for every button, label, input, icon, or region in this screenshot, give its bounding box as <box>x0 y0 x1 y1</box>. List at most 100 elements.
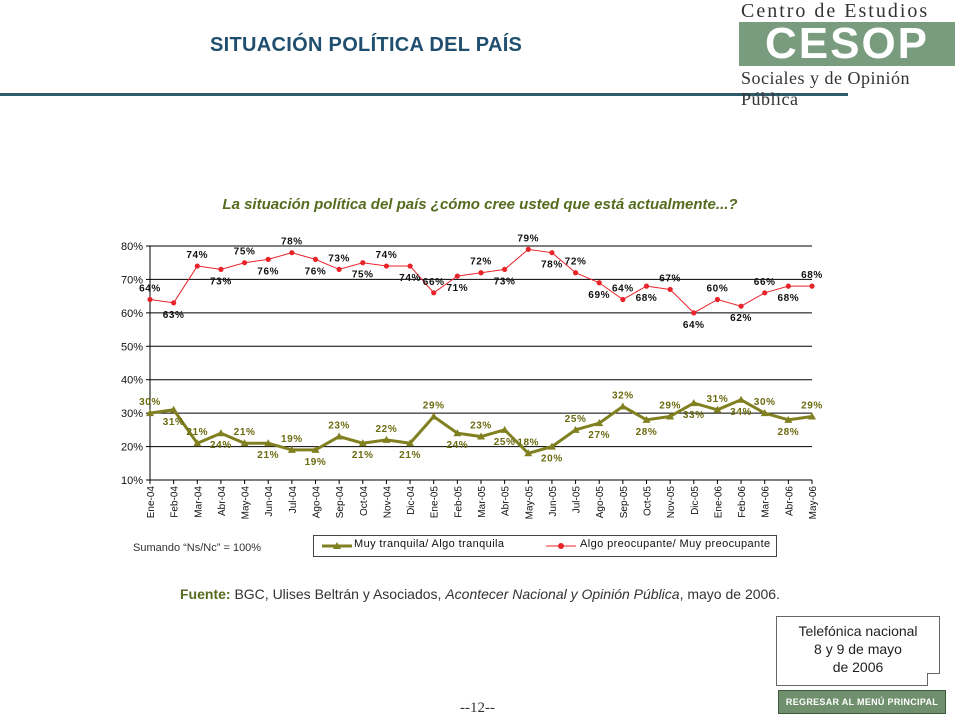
data-point-tranquila <box>287 445 296 453</box>
x-tick-label: Ene-04 <box>146 486 157 519</box>
x-tick-label: Mar-05 <box>477 486 488 518</box>
data-point-preocupante <box>431 290 437 296</box>
source-label: Fuente: <box>180 586 231 602</box>
data-point-tranquila <box>240 439 249 447</box>
x-tick-label: May-05 <box>524 486 535 520</box>
data-label: 74% <box>186 250 208 261</box>
logo-mark: CESOP <box>739 22 955 66</box>
data-point-tranquila <box>571 425 580 433</box>
data-label: 72% <box>470 257 492 268</box>
x-tick-label: Nov-04 <box>382 486 393 519</box>
title-divider <box>0 93 848 96</box>
source-publication: Acontecer Nacional y Opinión Pública <box>445 586 680 602</box>
data-label: 67% <box>659 273 681 284</box>
x-tick-label: Feb-04 <box>170 486 181 518</box>
data-label: 68% <box>777 293 799 304</box>
chart-question: La situación política del país ¿cómo cre… <box>222 196 738 213</box>
data-label: 69% <box>588 290 610 301</box>
data-label: 19% <box>281 434 303 445</box>
page-title: SITUACIÓN POLÍTICA DEL PAÍS <box>210 34 523 56</box>
chart-legend: Muy tranquila/ Algo tranquila Algo preoc… <box>313 535 777 557</box>
data-label: 25% <box>494 437 516 448</box>
data-label: 32% <box>612 390 634 401</box>
data-point-tranquila <box>524 449 533 457</box>
legend-label-tranquila: Muy tranquila/ Algo tranquila <box>354 538 505 550</box>
note-line-3: de 2006 <box>832 659 884 675</box>
data-point-preocupante <box>643 283 650 289</box>
data-point-tranquila <box>311 445 320 453</box>
data-point-preocupante <box>336 266 342 272</box>
page-number: --12-- <box>460 700 495 716</box>
data-label: 23% <box>470 421 492 432</box>
x-tick-label: Jul-05 <box>572 486 583 514</box>
data-label: 31% <box>163 417 185 428</box>
data-point-preocupante <box>572 270 579 276</box>
sum-note: Sumando “Ns/Nc” = 100% <box>133 542 262 554</box>
data-label: 33% <box>683 410 705 421</box>
data-point-preocupante <box>241 260 248 266</box>
data-label: 28% <box>636 427 658 438</box>
data-label: 75% <box>352 270 374 281</box>
data-point-preocupante <box>218 266 224 272</box>
data-point-preocupante <box>383 263 390 269</box>
x-tick-label: Ene-06 <box>713 486 724 519</box>
data-point-preocupante <box>478 270 484 276</box>
data-label: 74% <box>399 273 421 284</box>
data-label: 64% <box>683 320 705 331</box>
data-label: 71% <box>446 283 468 294</box>
data-point-tranquila <box>429 412 438 420</box>
data-label: 34% <box>730 407 752 418</box>
data-point-tranquila <box>713 405 722 413</box>
data-label: 66% <box>754 277 776 288</box>
data-point-preocupante <box>762 290 768 296</box>
data-point-preocupante <box>407 263 413 269</box>
y-tick-label: 40% <box>121 375 143 387</box>
data-point-preocupante <box>289 250 295 256</box>
data-point-tranquila <box>406 439 415 447</box>
data-label: 31% <box>707 394 729 405</box>
data-point-tranquila <box>595 419 604 427</box>
data-point-tranquila <box>737 395 746 403</box>
x-tick-label: Oct-05 <box>643 486 654 516</box>
data-point-tranquila <box>335 432 344 440</box>
data-point-tranquila <box>382 435 391 443</box>
data-label: 21% <box>352 450 374 461</box>
y-tick-label: 70% <box>121 274 143 286</box>
legend-marker-tranquila <box>322 542 352 549</box>
x-tick-label: Feb-06 <box>737 486 748 518</box>
logo-mark-text: CESOP <box>764 19 930 68</box>
data-label: 64% <box>139 283 161 294</box>
legend-label-preocupante: Algo preocupante/ Muy preocupante <box>580 538 771 550</box>
note-line-2: 8 y 9 de mayo <box>814 641 902 657</box>
data-point-preocupante <box>312 256 319 262</box>
data-point-preocupante <box>194 263 200 269</box>
data-label: 25% <box>565 414 587 425</box>
data-point-tranquila <box>760 409 769 417</box>
data-label: 73% <box>328 253 350 264</box>
x-tick-label: Ago-04 <box>312 486 323 519</box>
data-point-preocupante <box>620 296 626 303</box>
data-point-preocupante <box>171 300 177 306</box>
data-label: 20% <box>541 454 563 465</box>
data-point-preocupante <box>691 310 697 316</box>
data-label: 63% <box>163 310 185 321</box>
line-chart: 10% 20% 30% 40% 50% 60% 70% 80% Ene-04 Feb-04 Mar-… <box>121 233 822 520</box>
x-tick-label: Jun-05 <box>548 486 559 517</box>
x-tick-label: Dic-04 <box>406 486 417 515</box>
data-label: 66% <box>423 277 445 288</box>
x-tick-label: Jul-04 <box>288 486 299 514</box>
data-point-tranquila <box>666 412 675 420</box>
back-to-menu-button[interactable]: REGRESAR AL MENÚ PRINCIPAL <box>778 690 946 714</box>
data-label: 72% <box>565 257 587 268</box>
x-tick-label: Ago-05 <box>595 486 606 519</box>
data-point-tranquila <box>618 402 627 410</box>
data-point-tranquila <box>500 425 509 433</box>
data-label: 21% <box>257 450 279 461</box>
note-line-1: Telefónica nacional <box>798 623 918 639</box>
logo-bottom-text: Sociales y de Opinión Pública <box>741 68 910 109</box>
x-tick-label: Sep-05 <box>619 486 630 519</box>
data-point-tranquila <box>264 439 273 447</box>
data-point-tranquila <box>808 412 816 420</box>
data-point-tranquila <box>146 409 154 417</box>
source-text-1: BGC, Ulises Beltrán y Asociados, <box>230 586 446 602</box>
